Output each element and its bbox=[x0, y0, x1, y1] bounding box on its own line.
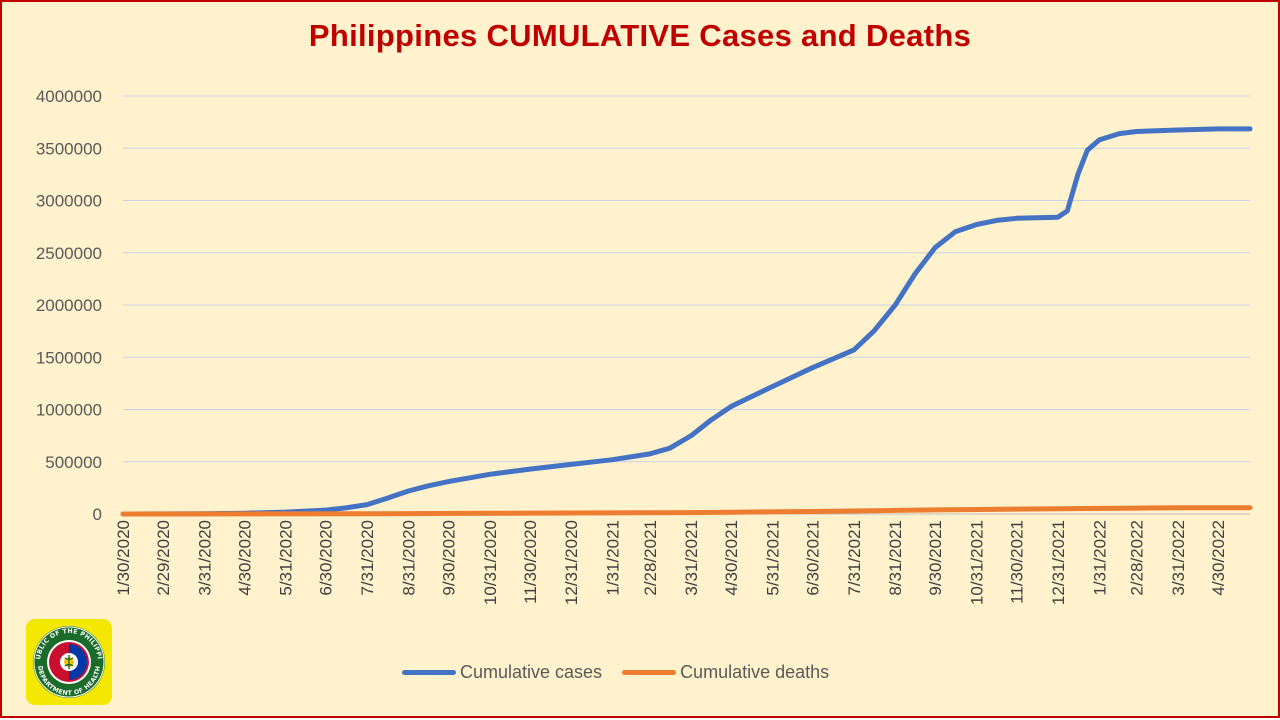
series-lines bbox=[120, 126, 1253, 517]
series-line-cumulative-deaths bbox=[120, 505, 1253, 517]
y-tick-label: 3500000 bbox=[36, 139, 102, 158]
y-tick-label: 2000000 bbox=[36, 296, 102, 315]
x-tick-label: 5/31/2021 bbox=[764, 520, 783, 596]
x-tick-label: 9/30/2020 bbox=[439, 520, 458, 596]
y-tick-label: 4000000 bbox=[36, 87, 102, 106]
x-tick-label: 6/30/2020 bbox=[317, 520, 336, 596]
x-tick-label: 2/28/2021 bbox=[641, 520, 660, 596]
x-tick-label: 4/30/2021 bbox=[722, 520, 741, 596]
y-tick-label: 500000 bbox=[45, 453, 102, 472]
legend-label-deaths: Cumulative deaths bbox=[680, 662, 830, 682]
x-tick-label: 6/30/2021 bbox=[804, 520, 823, 596]
x-tick-label: 2/28/2022 bbox=[1128, 520, 1147, 596]
x-tick-label: 3/31/2021 bbox=[682, 520, 701, 596]
doh-seal-logo: REPUBLIC OF THE PHILIPPINES DEPARTMENT O… bbox=[23, 614, 112, 705]
chart-title: Philippines CUMULATIVE Cases and Deaths bbox=[308, 18, 972, 53]
legend-label-cases: Cumulative cases bbox=[460, 662, 603, 682]
x-tick-label: 1/30/2020 bbox=[114, 520, 133, 596]
x-tick-label: 4/30/2022 bbox=[1209, 520, 1228, 596]
x-tick-label: 11/30/2021 bbox=[1008, 520, 1027, 604]
legend-item-cases: Cumulative cases bbox=[402, 662, 602, 683]
series-line-cumulative-cases bbox=[120, 126, 1253, 517]
gridlines bbox=[123, 95, 1250, 515]
legend-swatch-deaths bbox=[622, 670, 677, 675]
x-tick-label: 1/31/2021 bbox=[603, 520, 622, 596]
x-axis-ticks: 1/30/2020 2/29/2020 3/31/2020 4/30/2020 5/31… bbox=[114, 520, 1228, 605]
x-tick-label: 4/30/2020 bbox=[235, 520, 254, 596]
legend-swatch-cases bbox=[402, 670, 456, 675]
legend-item-deaths: Cumulative deaths bbox=[622, 662, 829, 683]
y-axis-ticks: 0 500000 1000000 1500000 2000000 2500000 30000… bbox=[36, 87, 102, 524]
y-tick-label: 0 bbox=[93, 505, 102, 524]
chart-legend: Cumulative cases Cumulative deaths bbox=[402, 662, 849, 683]
y-tick-label: 1500000 bbox=[36, 348, 102, 367]
x-tick-label: 1/31/2022 bbox=[1090, 520, 1109, 596]
x-tick-label: 7/31/2021 bbox=[845, 520, 864, 596]
y-tick-label: 3000000 bbox=[36, 192, 102, 211]
x-tick-label: 5/31/2020 bbox=[277, 520, 296, 596]
x-tick-label: 3/31/2020 bbox=[195, 520, 214, 596]
x-tick-label: 10/31/2020 bbox=[481, 520, 500, 605]
x-tick-label: 9/30/2021 bbox=[926, 520, 945, 596]
x-tick-label: 10/31/2021 bbox=[968, 520, 987, 605]
x-tick-label: 11/30/2020 bbox=[521, 520, 540, 604]
x-tick-label: 2/29/2020 bbox=[154, 520, 173, 596]
x-tick-label: 3/31/2022 bbox=[1169, 520, 1188, 596]
x-tick-label: 12/31/2020 bbox=[562, 520, 581, 605]
x-tick-label: 12/31/2021 bbox=[1049, 520, 1068, 605]
y-tick-label: 2500000 bbox=[36, 244, 102, 263]
x-tick-label: 8/31/2020 bbox=[399, 520, 418, 596]
x-tick-label: 7/31/2020 bbox=[358, 520, 377, 596]
x-tick-label: 8/31/2021 bbox=[886, 520, 905, 596]
y-tick-label: 1000000 bbox=[36, 401, 102, 420]
